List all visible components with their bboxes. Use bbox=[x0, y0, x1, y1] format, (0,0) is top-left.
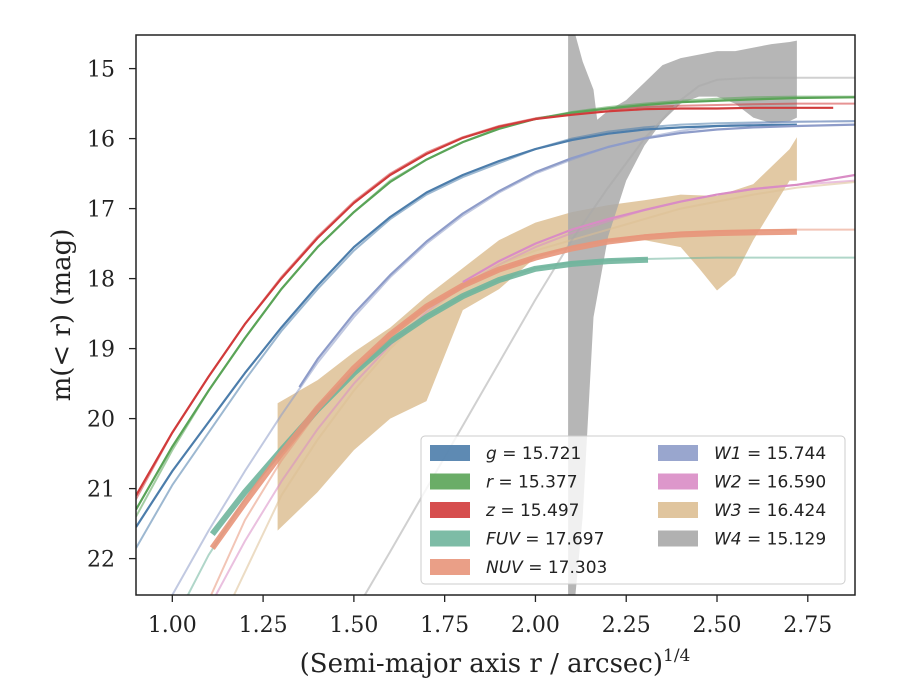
x-tick-label: 1.25 bbox=[239, 613, 288, 638]
legend-swatch-w3 bbox=[658, 502, 698, 518]
legend-swatch-w4 bbox=[658, 530, 698, 547]
x-tick-label: 2.25 bbox=[602, 613, 651, 638]
legend-swatch-z bbox=[430, 502, 470, 518]
x-tick-label: 1.75 bbox=[420, 613, 469, 638]
legend-label-g: g = 15.721 bbox=[486, 444, 581, 464]
band-w4 bbox=[568, 35, 797, 595]
y-tick-label: 19 bbox=[87, 338, 115, 363]
legend-label-fuv: FUV = 17.697 bbox=[486, 530, 604, 550]
x-tick-label: 2.50 bbox=[693, 613, 742, 638]
y-tick-label: 17 bbox=[87, 198, 115, 223]
y-tick-label: 18 bbox=[87, 268, 115, 293]
series-line-r bbox=[136, 96, 855, 511]
series-line-z bbox=[136, 106, 834, 497]
x-tick-label: 1.00 bbox=[148, 613, 197, 638]
series-line-nuv bbox=[209, 228, 797, 550]
model-line-w3 bbox=[233, 181, 855, 595]
x-axis-label-exponent: 1/4 bbox=[663, 646, 690, 666]
series-line-w1 bbox=[298, 123, 855, 388]
y-axis: 15 16 17 18 19 20 21 22 bbox=[87, 58, 136, 573]
legend-label-nuv: NUV = 17.303 bbox=[486, 558, 607, 578]
y-tick-label: 20 bbox=[87, 408, 115, 433]
x-axis: 1.00 1.25 1.50 1.75 2.00 2.25 2.50 2.75 bbox=[148, 595, 832, 638]
y-axis-label: m(< r) (mag) bbox=[47, 229, 77, 402]
y-tick-label: 22 bbox=[87, 548, 115, 573]
legend-swatch-w1 bbox=[658, 445, 698, 461]
legend: g = 15.721 r = 15.377 z = 15.497 FUV = 17.6… bbox=[420, 435, 846, 585]
legend-label-w4: W4 = 15.129 bbox=[714, 530, 826, 550]
axes-frame bbox=[135, 34, 856, 596]
plot-area bbox=[136, 35, 855, 595]
legend-swatch-r bbox=[430, 473, 470, 490]
legend-label-w1: W1 = 15.744 bbox=[714, 444, 826, 464]
y-tick-label: 15 bbox=[87, 58, 115, 83]
legend-frame bbox=[420, 435, 846, 585]
legend-label-w3: W3 = 16.424 bbox=[714, 501, 826, 521]
x-axis-label: (Semi-major axis r / arcsec)1/4 bbox=[300, 646, 691, 679]
legend-label-r: r = 15.377 bbox=[486, 473, 578, 493]
y-tick-label: 21 bbox=[87, 478, 115, 503]
series-line-g bbox=[136, 123, 797, 528]
legend-label-w2: W2 = 16.590 bbox=[714, 473, 826, 493]
x-axis-label-text: (Semi-major axis r / arcsec) bbox=[300, 649, 663, 679]
legend-swatch-nuv bbox=[430, 559, 470, 575]
legend-swatch-w2 bbox=[658, 473, 698, 490]
y-tick-label: 16 bbox=[87, 128, 115, 153]
x-tick-label: 1.50 bbox=[329, 613, 378, 638]
legend-swatch-fuv bbox=[430, 530, 470, 547]
model-line-g bbox=[136, 120, 855, 549]
x-tick-label: 2.75 bbox=[783, 613, 832, 638]
series-line-w2 bbox=[462, 173, 855, 284]
legend-label-z: z = 15.497 bbox=[485, 501, 579, 521]
x-tick-label: 2.00 bbox=[511, 613, 560, 638]
legend-swatch-g bbox=[430, 445, 470, 461]
